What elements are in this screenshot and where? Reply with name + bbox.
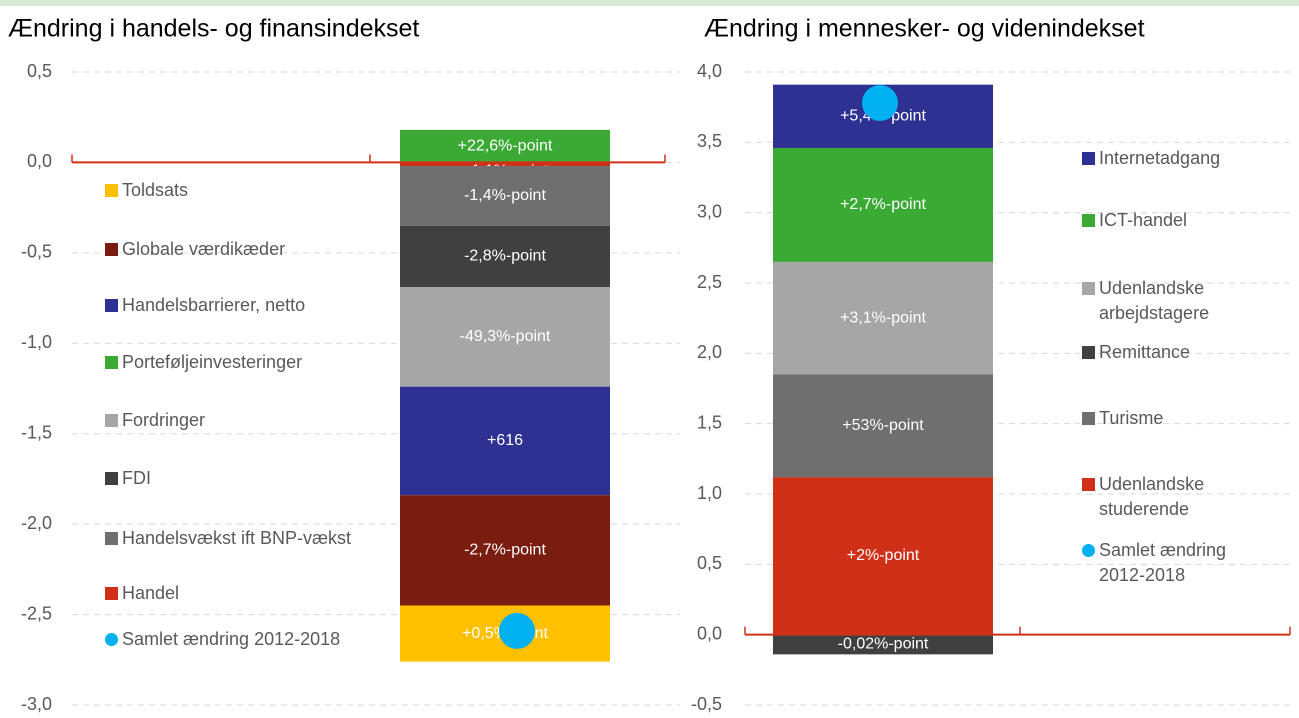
legend-swatch [1082, 544, 1095, 557]
data-label: +2%-point [847, 547, 920, 564]
legend-label: Toldsats [122, 180, 189, 200]
data-label: +616 [487, 432, 523, 449]
y-tick-label: 0,0 [697, 623, 722, 643]
legend-item: Toldsats [105, 178, 365, 203]
data-label: -2,7%-point [464, 542, 546, 559]
bar-segment [400, 386, 610, 496]
legend-label: Remittance [1099, 342, 1191, 362]
legend-swatch [105, 633, 118, 646]
legend-label: Handelsbarrierer, netto [122, 295, 306, 315]
data-label: -49,3%-point [460, 328, 551, 345]
legend-swatch [1082, 282, 1095, 295]
legend-item: Globale værdikæder [105, 237, 365, 262]
y-tick-label: 2,5 [697, 272, 722, 292]
y-tick-label: 3,5 [697, 131, 722, 151]
y-tick-label: 0,0 [27, 151, 52, 171]
legend-label: FDI [122, 468, 151, 488]
data-label: +3,1%-point [840, 309, 926, 326]
bar-segment [400, 129, 610, 163]
bar-segment [773, 147, 993, 262]
bar-segment [400, 166, 610, 226]
y-tick-label: -2,5 [21, 603, 52, 623]
chart-title: Ændring i handels- og finansindekset [8, 15, 419, 43]
bar-segment [773, 634, 993, 655]
chart-title: Ændring i mennesker- og videnindekset [704, 15, 1145, 43]
y-tick-label: 1,0 [697, 483, 722, 503]
legend-item: Handelsvækst ift BNP-vækst [105, 526, 365, 551]
bar-segment [773, 477, 993, 635]
total-dot [862, 84, 898, 121]
legend-swatch [105, 472, 118, 485]
legend-item: Handel [105, 581, 365, 606]
legend-item: Porteføljeinvesteringer [105, 350, 365, 375]
y-tick-label: -0,5 [691, 694, 722, 714]
legend-swatch [1082, 346, 1095, 359]
top-strip [0, 0, 1299, 6]
y-tick-label: -3,0 [21, 694, 52, 714]
data-label: +22,6%-point [458, 137, 553, 154]
legend-swatch [105, 299, 118, 312]
legend-swatch [1082, 214, 1095, 227]
legend-label: Udenlandske studerende [1099, 474, 1205, 519]
legend-swatch [1082, 152, 1095, 165]
legend-item: FDI [105, 466, 365, 491]
legend-item: Handelsbarrierer, netto [105, 293, 365, 318]
legend-label: Globale værdikæder [122, 239, 286, 259]
legend-swatch [1082, 478, 1095, 491]
legend-label: Udenlandske arbejdstagere [1099, 278, 1210, 323]
y-tick-label: -0,5 [21, 242, 52, 262]
legend-item: Fordringer [105, 408, 365, 433]
legend-item: ICT-handel [1082, 208, 1272, 233]
legend-item: Samlet ændring 2012-2018 [105, 627, 365, 652]
data-label: -2,8%-point [464, 248, 546, 265]
legend-swatch [1082, 412, 1095, 425]
data-label: -0,02%-point [838, 636, 929, 653]
legend-item: Samlet ændring 2012-2018 [1082, 538, 1272, 588]
legend-label: Handelsvækst ift BNP-vækst [122, 528, 352, 548]
legend-label: Porteføljeinvesteringer [122, 352, 303, 372]
legend-swatch [105, 184, 118, 197]
legend-label: Handel [122, 583, 180, 603]
legend-label: Turisme [1099, 408, 1164, 428]
bar-segment [773, 374, 993, 478]
data-label: +53%-point [842, 417, 924, 434]
y-tick-label: 4,0 [697, 61, 722, 81]
bar-segment [773, 261, 993, 375]
y-tick-label: 0,5 [27, 61, 52, 81]
legend-swatch [105, 587, 118, 600]
legend-label: Samlet ændring 2012-2018 [1099, 540, 1227, 585]
data-label: -1,4%-point [464, 187, 546, 204]
bar-segment [400, 495, 610, 606]
legend-item: Turisme [1082, 406, 1272, 431]
bar-segment [400, 287, 610, 387]
y-tick-label: -1,5 [21, 422, 52, 442]
bar-segment [400, 225, 610, 288]
legend-swatch [105, 414, 118, 427]
y-tick-label: 1,5 [697, 412, 722, 432]
legend-label: ICT-handel [1099, 210, 1188, 230]
y-tick-label: 3,0 [697, 201, 722, 221]
legend-label: Samlet ændring 2012-2018 [122, 629, 341, 649]
legend-label: Internetadgang [1099, 148, 1221, 168]
legend-swatch [105, 243, 118, 256]
legend-item: Udenlandske arbejdstagere [1082, 276, 1272, 326]
legend-label: Fordringer [122, 410, 206, 430]
y-tick-label: 0,5 [697, 553, 722, 573]
legend-item: Udenlandske studerende [1082, 472, 1272, 522]
legend-item: Internetadgang [1082, 146, 1272, 171]
legend-item: Remittance [1082, 340, 1272, 365]
total-dot [499, 612, 535, 649]
data-label: +2,7%-point [840, 196, 926, 213]
bar-segment [400, 162, 610, 167]
y-tick-label: -2,0 [21, 513, 52, 533]
y-tick-label: -1,0 [21, 332, 52, 352]
legend-swatch [105, 532, 118, 545]
y-tick-label: 2,0 [697, 342, 722, 362]
legend-swatch [105, 356, 118, 369]
